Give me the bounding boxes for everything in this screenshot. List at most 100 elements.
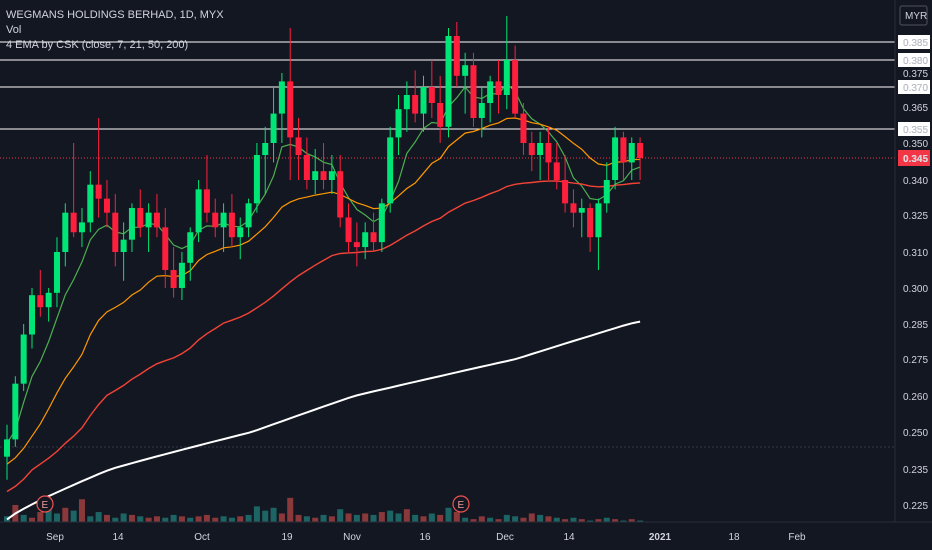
time-tick-label: Dec (496, 532, 514, 543)
candle-body (412, 95, 419, 114)
volume-indicator-label[interactable]: Vol (6, 24, 22, 36)
volume-bar (462, 517, 469, 522)
volume-bar (137, 516, 144, 522)
candle-body (453, 36, 460, 76)
candle-body (145, 212, 152, 228)
volume-bar (345, 513, 352, 522)
earnings-marker[interactable] (36, 495, 54, 513)
volume-bar (412, 514, 419, 522)
candle-body (87, 184, 94, 223)
candle-body (120, 239, 127, 252)
candle-body (470, 65, 477, 118)
volume-bar (428, 513, 435, 522)
volume-bar (403, 509, 410, 522)
time-axis[interactable]: Sep 14 Oct 19 Nov 16 Dec 14 2021 18 Feb (0, 521, 932, 543)
ema-indicator-label[interactable]: 4 EMA by CSK (close, 7, 21, 50, 200) (6, 39, 189, 51)
time-tick-label: 19 (281, 532, 293, 543)
price-tick-label: 0.300 (903, 284, 928, 295)
volume-bar (203, 514, 210, 522)
price-tick-label: 0.350 (903, 139, 928, 150)
volume-bar (437, 514, 444, 522)
candle-body (545, 143, 552, 163)
level-price-box (898, 53, 930, 67)
price-tick-label: 0.275 (903, 355, 928, 366)
volume-bar (562, 519, 569, 522)
volume-bar (545, 516, 552, 522)
symbol-title[interactable]: WEGMANS HOLDINGS BERHAD, 1D, MYX (6, 9, 224, 21)
candle-body (37, 295, 44, 308)
earnings-marker[interactable] (452, 495, 470, 513)
candle-body (128, 208, 135, 240)
level-price-label: 0.385 (903, 38, 928, 49)
price-tick-label: 0.235 (903, 465, 928, 476)
candle-body (512, 60, 519, 114)
volume-bar (445, 507, 452, 522)
volume-bar (378, 512, 385, 522)
candle-body (78, 222, 85, 233)
volume-bar (487, 517, 494, 522)
candle-body (245, 203, 252, 228)
volume-bar (603, 517, 610, 522)
candle-body (137, 208, 144, 228)
volume-bar (420, 516, 427, 522)
candle-body (95, 184, 102, 199)
volume-bar (587, 520, 594, 522)
volume-bar (278, 513, 285, 522)
level-price-box (898, 122, 930, 136)
volume-bar (145, 517, 152, 522)
candle-body (287, 81, 294, 138)
volume-bar (287, 497, 294, 522)
candle-body (212, 212, 219, 228)
volume-bar (128, 514, 135, 522)
candle-body (462, 65, 469, 76)
volume-bar (95, 512, 102, 522)
candle-body (378, 203, 385, 243)
candle-body (12, 383, 19, 440)
currency-label: MYR (905, 11, 927, 22)
candle-body (28, 295, 35, 335)
candle-body (237, 227, 244, 238)
volume-bar (353, 514, 360, 522)
price-tick-label: 0.345 (903, 154, 928, 165)
candle-body (203, 189, 210, 213)
candle-body (562, 180, 569, 204)
volume-bar (595, 519, 602, 522)
candle-body (70, 212, 77, 233)
volume-bar (212, 517, 219, 522)
candle-body (270, 113, 277, 143)
ema-line-50 (6, 180, 641, 493)
price-tick-label: 0.370 (903, 83, 928, 94)
candle-body (620, 137, 627, 163)
candle-body (303, 155, 310, 180)
volume-bar (20, 514, 27, 522)
volume-bar (528, 513, 535, 522)
volume-bar (112, 517, 119, 522)
volume-bar (228, 517, 235, 522)
candle-body (228, 212, 235, 238)
candle-body (220, 212, 227, 228)
candle-body (370, 232, 377, 243)
candle-body (295, 137, 302, 155)
price-tick-label: 0.250 (903, 428, 928, 439)
price-tick-label: 0.340 (903, 176, 928, 187)
price-axis[interactable]: 0.385 0.380 0.375 0.370 0.365 0.355 0.350 0.345… (894, 0, 928, 522)
candle-body (637, 143, 644, 158)
last-price-box (898, 150, 930, 166)
candle-body (153, 212, 160, 228)
volume-bar (28, 517, 35, 522)
volume-bar (153, 516, 160, 522)
candle-body (520, 113, 527, 143)
volume-bar (295, 514, 302, 522)
level-price-box (898, 80, 930, 94)
candle-body (178, 262, 185, 288)
volume-bar (628, 519, 635, 522)
horizontal-levels: 0.385 0.380 0.370 0.355 0.345 (0, 35, 930, 166)
volume-bar (370, 514, 377, 522)
volume-bar (620, 520, 627, 522)
volume-bar (103, 514, 110, 522)
price-tick-label: 0.355 (903, 125, 928, 136)
volume-bar (612, 519, 619, 522)
currency-box[interactable] (899, 5, 928, 26)
volume-bar (187, 517, 194, 522)
